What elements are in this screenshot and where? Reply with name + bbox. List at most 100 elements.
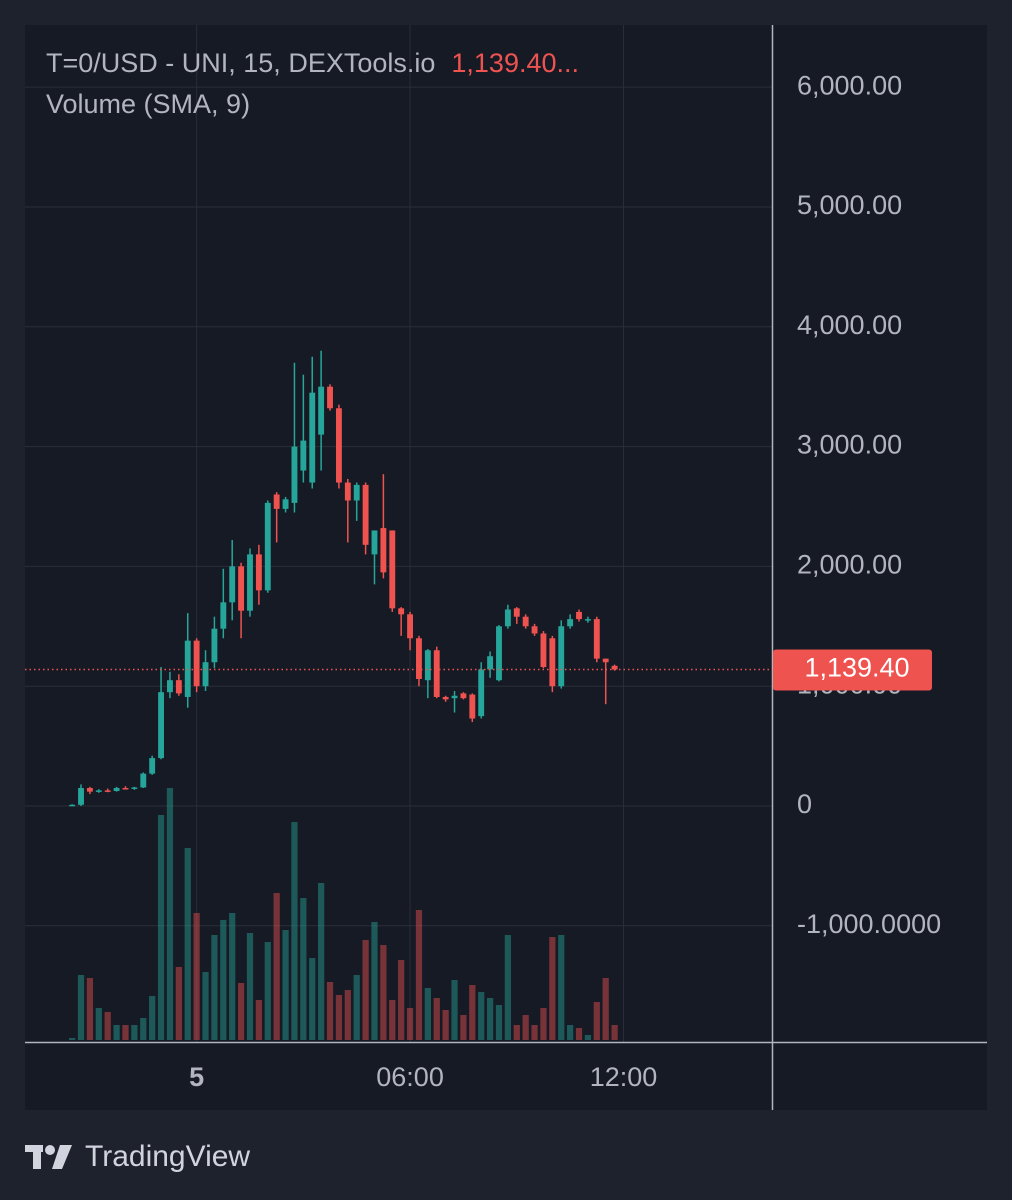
y-tick-label: 4,000.00 (797, 310, 902, 340)
volume-bar (353, 975, 360, 1040)
volume-bar (291, 822, 298, 1040)
y-tick-label: 5,000.00 (797, 190, 902, 220)
candle-body (362, 484, 369, 545)
candle-body (602, 658, 609, 663)
candle-body (140, 773, 147, 788)
volume-bar (264, 942, 271, 1040)
candle-body (611, 665, 618, 670)
y-tick-label: 6,000.00 (797, 70, 902, 100)
chart-title: T=0/USD - UNI, 15, DEXTools.io (46, 48, 435, 78)
volume-bar (77, 975, 85, 1040)
volume-bar (193, 913, 200, 1040)
volume-bar (255, 1000, 262, 1040)
volume-bar (433, 998, 440, 1040)
candle-body (513, 608, 520, 617)
volume-bar (184, 848, 191, 1040)
volume-bar (424, 988, 431, 1040)
volume-bar (495, 1005, 503, 1040)
candle-body (300, 440, 307, 471)
chart-header: T=0/USD - UNI, 15, DEXTools.io 1,139.40..… (46, 48, 579, 78)
volume-bar (69, 1038, 76, 1040)
candle-body (442, 696, 449, 700)
volume-bar (398, 960, 405, 1040)
volume-bar (131, 1025, 138, 1040)
volume-bar (460, 1015, 467, 1040)
volume-bar (513, 1025, 520, 1040)
brand-logo (25, 1145, 72, 1169)
brand-name: TradingView (85, 1140, 250, 1173)
candle-body (167, 680, 173, 693)
candle-body (211, 628, 218, 663)
volume-bar (575, 1028, 583, 1040)
candle-body (335, 408, 342, 483)
volume-bar (309, 958, 316, 1040)
volume-bar (584, 1035, 592, 1040)
candle-body (149, 758, 156, 774)
volume-bar (362, 940, 369, 1040)
candle-body (584, 619, 591, 621)
candle-body (238, 566, 245, 611)
volume-bar (531, 1025, 538, 1040)
candle-body (255, 554, 262, 591)
x-tick-label: 12:00 (590, 1062, 658, 1092)
header-price: 1,139.40... (451, 48, 579, 78)
volume-bar (522, 1015, 529, 1040)
candle-body (451, 695, 458, 699)
candle-body (522, 616, 529, 627)
volume-bar (406, 1008, 414, 1040)
y-tick-label: 3,000.00 (797, 430, 902, 460)
volume-bar (567, 1025, 574, 1040)
y-tick-label: 0 (797, 789, 812, 819)
volume-bar (380, 945, 387, 1040)
candle-body (576, 611, 582, 620)
candle-body (433, 650, 440, 697)
candle-body (558, 626, 565, 687)
volume-bar (335, 995, 343, 1040)
candle-body (291, 446, 298, 503)
volume-bar (371, 922, 378, 1040)
volume-bar (389, 1000, 396, 1040)
volume-bar (220, 920, 227, 1040)
volume-bar (229, 913, 236, 1040)
candle-body (540, 633, 547, 668)
volume-bar (211, 935, 218, 1040)
logo-part (52, 1145, 72, 1169)
candle-body (398, 608, 405, 615)
volume-bar (237, 983, 245, 1040)
candle-body (353, 484, 360, 501)
candle-body (318, 386, 325, 435)
candle-body (122, 788, 129, 790)
volume-bar (175, 967, 182, 1040)
candle-body (95, 790, 102, 792)
volume-bar (344, 990, 351, 1040)
last-price-tag (773, 649, 932, 691)
candle-body (567, 619, 574, 627)
candle-body (202, 662, 209, 687)
candle-body (273, 494, 280, 509)
candle-body (282, 499, 289, 509)
candle-body (264, 502, 271, 591)
candle-body (549, 638, 556, 687)
candle-body (104, 790, 111, 792)
volume-bar (95, 1008, 102, 1040)
candle-body (344, 482, 351, 501)
candle-body (69, 804, 76, 807)
candle-body (469, 694, 476, 719)
volume-bar (593, 1002, 600, 1040)
candle-body (478, 669, 485, 717)
x-tick-label: 5 (189, 1062, 204, 1092)
volume-bar (104, 1012, 111, 1040)
candle-body (229, 566, 236, 603)
volume-bar (157, 815, 165, 1040)
candle-body (247, 554, 253, 611)
candle-body (86, 788, 93, 792)
candle-body (220, 602, 227, 629)
candle-body (416, 638, 422, 679)
volume-bar (282, 930, 289, 1040)
volume-bar (149, 996, 156, 1040)
candle-body (193, 640, 200, 687)
volume-bar (549, 937, 556, 1040)
candle-body (380, 528, 387, 573)
